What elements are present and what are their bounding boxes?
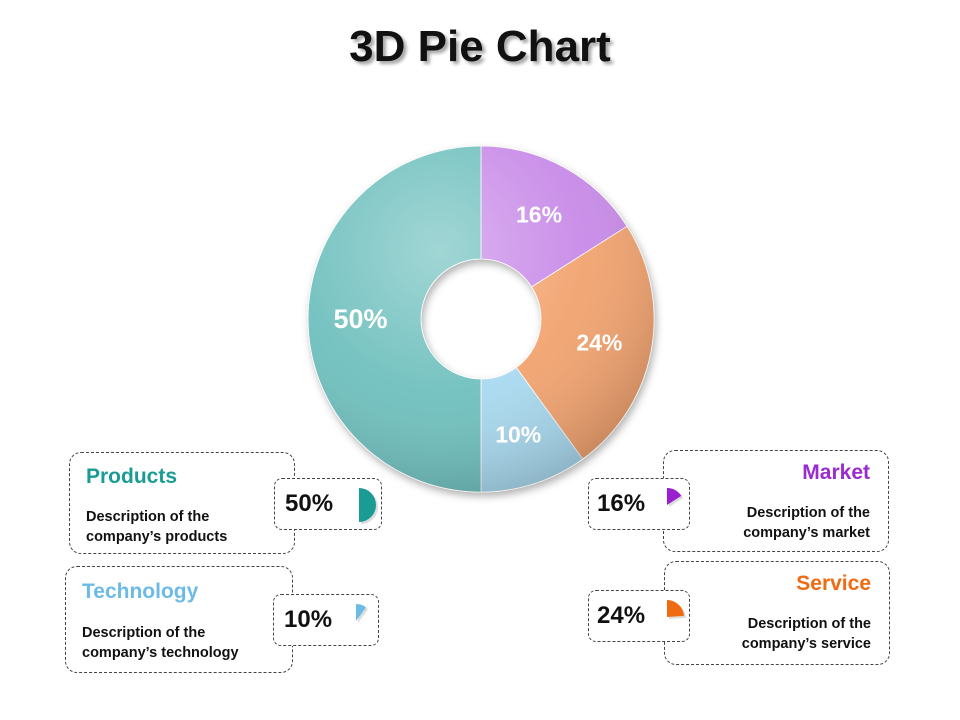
card-technology-desc-line2: company’s technology (82, 645, 239, 661)
card-market-desc-line2: company’s market (743, 525, 870, 541)
pct-value-technology: 10% (284, 606, 333, 633)
pct-value-service: 24% (597, 602, 646, 629)
pct-box-service: 24% (588, 590, 690, 642)
mini-pie-icon-service (667, 600, 686, 619)
mini-pie-slice-market (667, 488, 682, 505)
card-market-description: Description of the company’s market (743, 503, 870, 543)
card-products-title: Products (86, 465, 178, 488)
card-service: Service Description of the company’s ser… (664, 561, 890, 665)
chart-title: 3D Pie Chart (349, 22, 611, 71)
card-products-description: Description of the company’s products (86, 507, 227, 547)
pct-box-products: 50% (274, 478, 382, 530)
card-market: Market Description of the company’s mark… (663, 450, 889, 552)
card-service-title: Service (796, 572, 871, 595)
mini-pie-slice-technology (356, 604, 366, 621)
mini-pie-icon-technology (356, 604, 368, 623)
slice-label-products: 50% (333, 304, 387, 334)
card-technology-description: Description of the company’s technology (82, 623, 239, 663)
mini-pie-slice-service (667, 600, 684, 617)
mini-pie-icon-products (359, 488, 378, 524)
slice-label-service: 24% (576, 330, 622, 356)
mini-pie-slice-products (359, 488, 376, 522)
card-market-title: Market (802, 461, 870, 484)
card-service-desc-line2: company’s service (741, 636, 871, 652)
card-service-description: Description of the company’s service (742, 614, 871, 654)
pct-box-technology: 10% (273, 594, 379, 646)
pct-value-products: 50% (285, 490, 334, 517)
card-technology-desc-line1: Description of the (82, 625, 206, 641)
pct-value-market: 16% (597, 490, 646, 517)
card-products-desc-line1: Description of the (86, 509, 210, 525)
slice-label-technology: 10% (495, 422, 541, 448)
card-products: Products Description of the company’s pr… (69, 452, 295, 554)
mini-pie-icon-market (667, 488, 684, 507)
card-technology: Technology Description of the company’s … (65, 566, 293, 673)
slice-label-market: 16% (516, 201, 562, 227)
card-products-desc-line2: company’s products (86, 529, 228, 545)
card-technology-title: Technology (82, 580, 199, 603)
card-market-desc-line1: Description of the (746, 505, 870, 521)
card-service-desc-line1: Description of the (747, 616, 871, 632)
pct-box-market: 16% (588, 478, 690, 530)
